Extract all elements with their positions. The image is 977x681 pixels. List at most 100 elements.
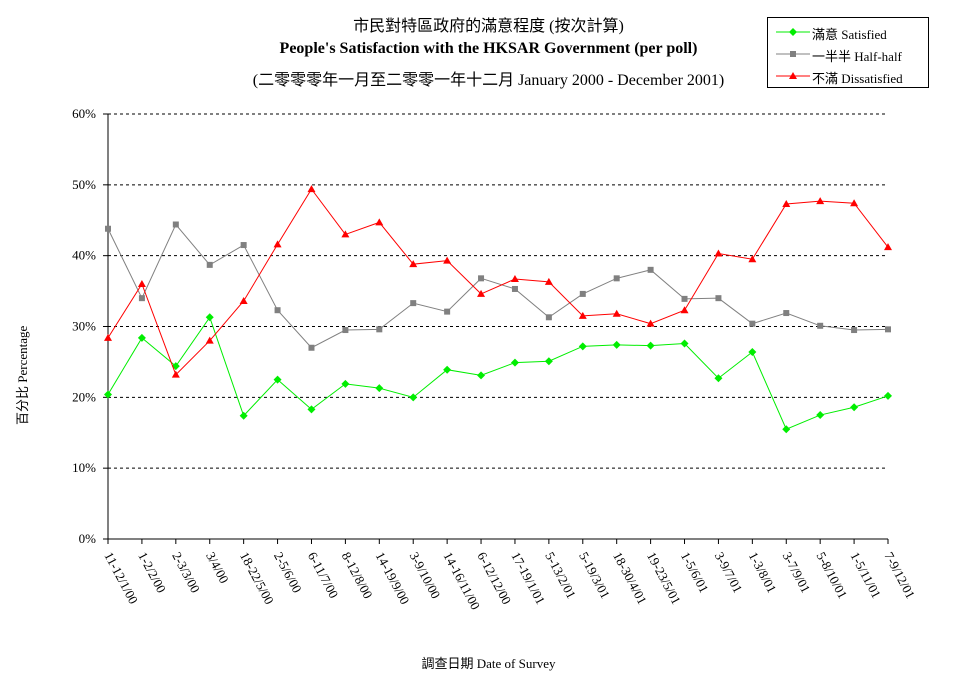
data-point-dissatisfied [409, 260, 418, 268]
chart-title-chinese: 市民對特區政府的滿意程度 (按次計算) [353, 18, 624, 35]
series-line-dissatisfied [107, 188, 889, 376]
data-point-half-half [749, 320, 756, 327]
data-point-dissatisfied [850, 199, 859, 207]
data-point-dissatisfied [612, 309, 621, 317]
legend-label-satisfied: 滿意 Satisfied [812, 27, 887, 42]
data-point-dissatisfied [714, 249, 723, 257]
data-point-dissatisfied [341, 230, 350, 238]
data-point-satisfied [205, 313, 214, 322]
data-point-satisfied [273, 375, 282, 384]
x-tick-label: 2-3/3/00 [169, 549, 203, 595]
data-point-dissatisfied [273, 240, 282, 248]
y-tick-label: 40% [72, 248, 96, 263]
data-point-satisfied [477, 371, 486, 380]
x-tick-label: 18-30/4/01 [610, 549, 650, 606]
x-tick-label: 1-5/11/01 [847, 549, 884, 600]
y-tick-label: 0% [79, 531, 97, 546]
x-tick-label: 5-19/3/01 [576, 549, 613, 601]
x-tick-label: 7-9/12/01 [881, 549, 918, 601]
data-point-half-half [206, 261, 213, 268]
data-point-dissatisfied [477, 289, 486, 297]
data-point-half-half [172, 221, 179, 228]
x-tick-label: 1-2/2/00 [135, 549, 169, 595]
data-point-dissatisfied [375, 218, 384, 226]
data-point-dissatisfied [239, 297, 248, 304]
data-point-dissatisfied [104, 333, 112, 341]
data-point-satisfied [544, 357, 553, 366]
legend-swatch-half-half [776, 51, 810, 57]
legend-label-dissatisfied: 不滿 Dissatisfied [812, 71, 903, 86]
data-point-satisfied [680, 339, 689, 348]
data-point-satisfied [748, 348, 757, 356]
data-point-half-half [342, 327, 349, 334]
data-point-half-half [240, 242, 247, 249]
data-point-dissatisfied [884, 243, 892, 251]
data-point-half-half [613, 275, 620, 282]
data-point-dissatisfied [137, 280, 146, 287]
data-point-half-half [444, 308, 451, 315]
x-tick-label: 8-12/8/00 [339, 549, 376, 601]
x-tick-label: 3-7/9/01 [780, 549, 814, 595]
data-point-half-half [579, 290, 586, 297]
data-point-satisfied [578, 342, 587, 351]
chart-subtitle-period: (二零零零年一月至二零零一年十二月 January 2000 - Decembe… [252, 72, 725, 89]
data-point-half-half [545, 314, 552, 321]
data-point-satisfied [409, 393, 418, 402]
data-point-satisfied [137, 333, 146, 342]
data-point-half-half [308, 344, 315, 351]
series-line-satisfied [107, 316, 889, 430]
data-point-dissatisfied [205, 336, 214, 344]
y-axis-label: 百分比 Percentage [15, 325, 30, 425]
data-point-dissatisfied [307, 185, 316, 193]
x-tick-label: 5-8/10/01 [814, 549, 851, 601]
data-point-satisfied [443, 365, 452, 374]
legend-label-half-half: 一半半 Half-half [812, 49, 902, 64]
data-point-satisfied [884, 391, 892, 400]
y-tick-label: 30% [72, 319, 96, 334]
x-tick-label: 5-13/2/01 [542, 549, 579, 601]
data-point-dissatisfied [782, 199, 791, 207]
y-tick-label: 60% [72, 106, 96, 121]
data-point-half-half [478, 275, 485, 282]
x-tick-label: 14-19/9/00 [373, 549, 413, 606]
y-tick-label: 10% [72, 460, 96, 475]
data-point-satisfied [510, 358, 519, 367]
data-point-satisfied [307, 405, 316, 414]
data-point-satisfied [239, 411, 248, 420]
data-point-satisfied [816, 411, 825, 420]
data-point-half-half [885, 326, 891, 333]
series-line-half-half [107, 223, 889, 349]
data-point-half-half [647, 266, 654, 273]
x-tick-label: 6-11/7/00 [305, 549, 342, 600]
x-tick-label: 11-12/1/00 [101, 549, 141, 606]
data-point-dissatisfied [578, 311, 587, 319]
legend-item-satisfied: 滿意 Satisfied [768, 21, 928, 43]
x-tick-label: 2-5/6/00 [271, 549, 305, 595]
data-point-half-half [138, 295, 145, 302]
data-point-half-half [376, 326, 383, 333]
data-point-dissatisfied [171, 370, 180, 378]
legend-swatch-dissatisfied [776, 72, 810, 79]
x-tick-label: 1-5/6/01 [678, 549, 712, 595]
data-point-satisfied [850, 403, 859, 412]
data-point-dissatisfied [748, 255, 757, 263]
data-point-dissatisfied [816, 197, 825, 205]
data-point-dissatisfied [680, 306, 689, 314]
data-point-half-half [783, 310, 790, 317]
legend-swatch-satisfied [776, 28, 810, 36]
x-tick-label: 1-3/8/01 [746, 549, 780, 595]
data-point-half-half [681, 295, 688, 302]
data-point-half-half [410, 300, 417, 307]
chart-legend: 滿意 Satisfied 一半半 Half-half 不滿 Dissatisfi… [767, 17, 929, 88]
x-tick-label: 18-22/5/00 [237, 549, 277, 606]
x-tick-label: 3-9/7/01 [712, 549, 746, 595]
data-point-satisfied [714, 374, 723, 383]
data-point-satisfied [612, 340, 621, 349]
y-tick-label: 20% [72, 389, 96, 404]
data-point-dissatisfied [443, 256, 452, 264]
x-axis-label: 調查日期 Date of Survey [421, 656, 556, 671]
data-point-half-half [274, 307, 281, 314]
data-point-satisfied [104, 390, 112, 399]
data-point-dissatisfied [510, 275, 519, 283]
